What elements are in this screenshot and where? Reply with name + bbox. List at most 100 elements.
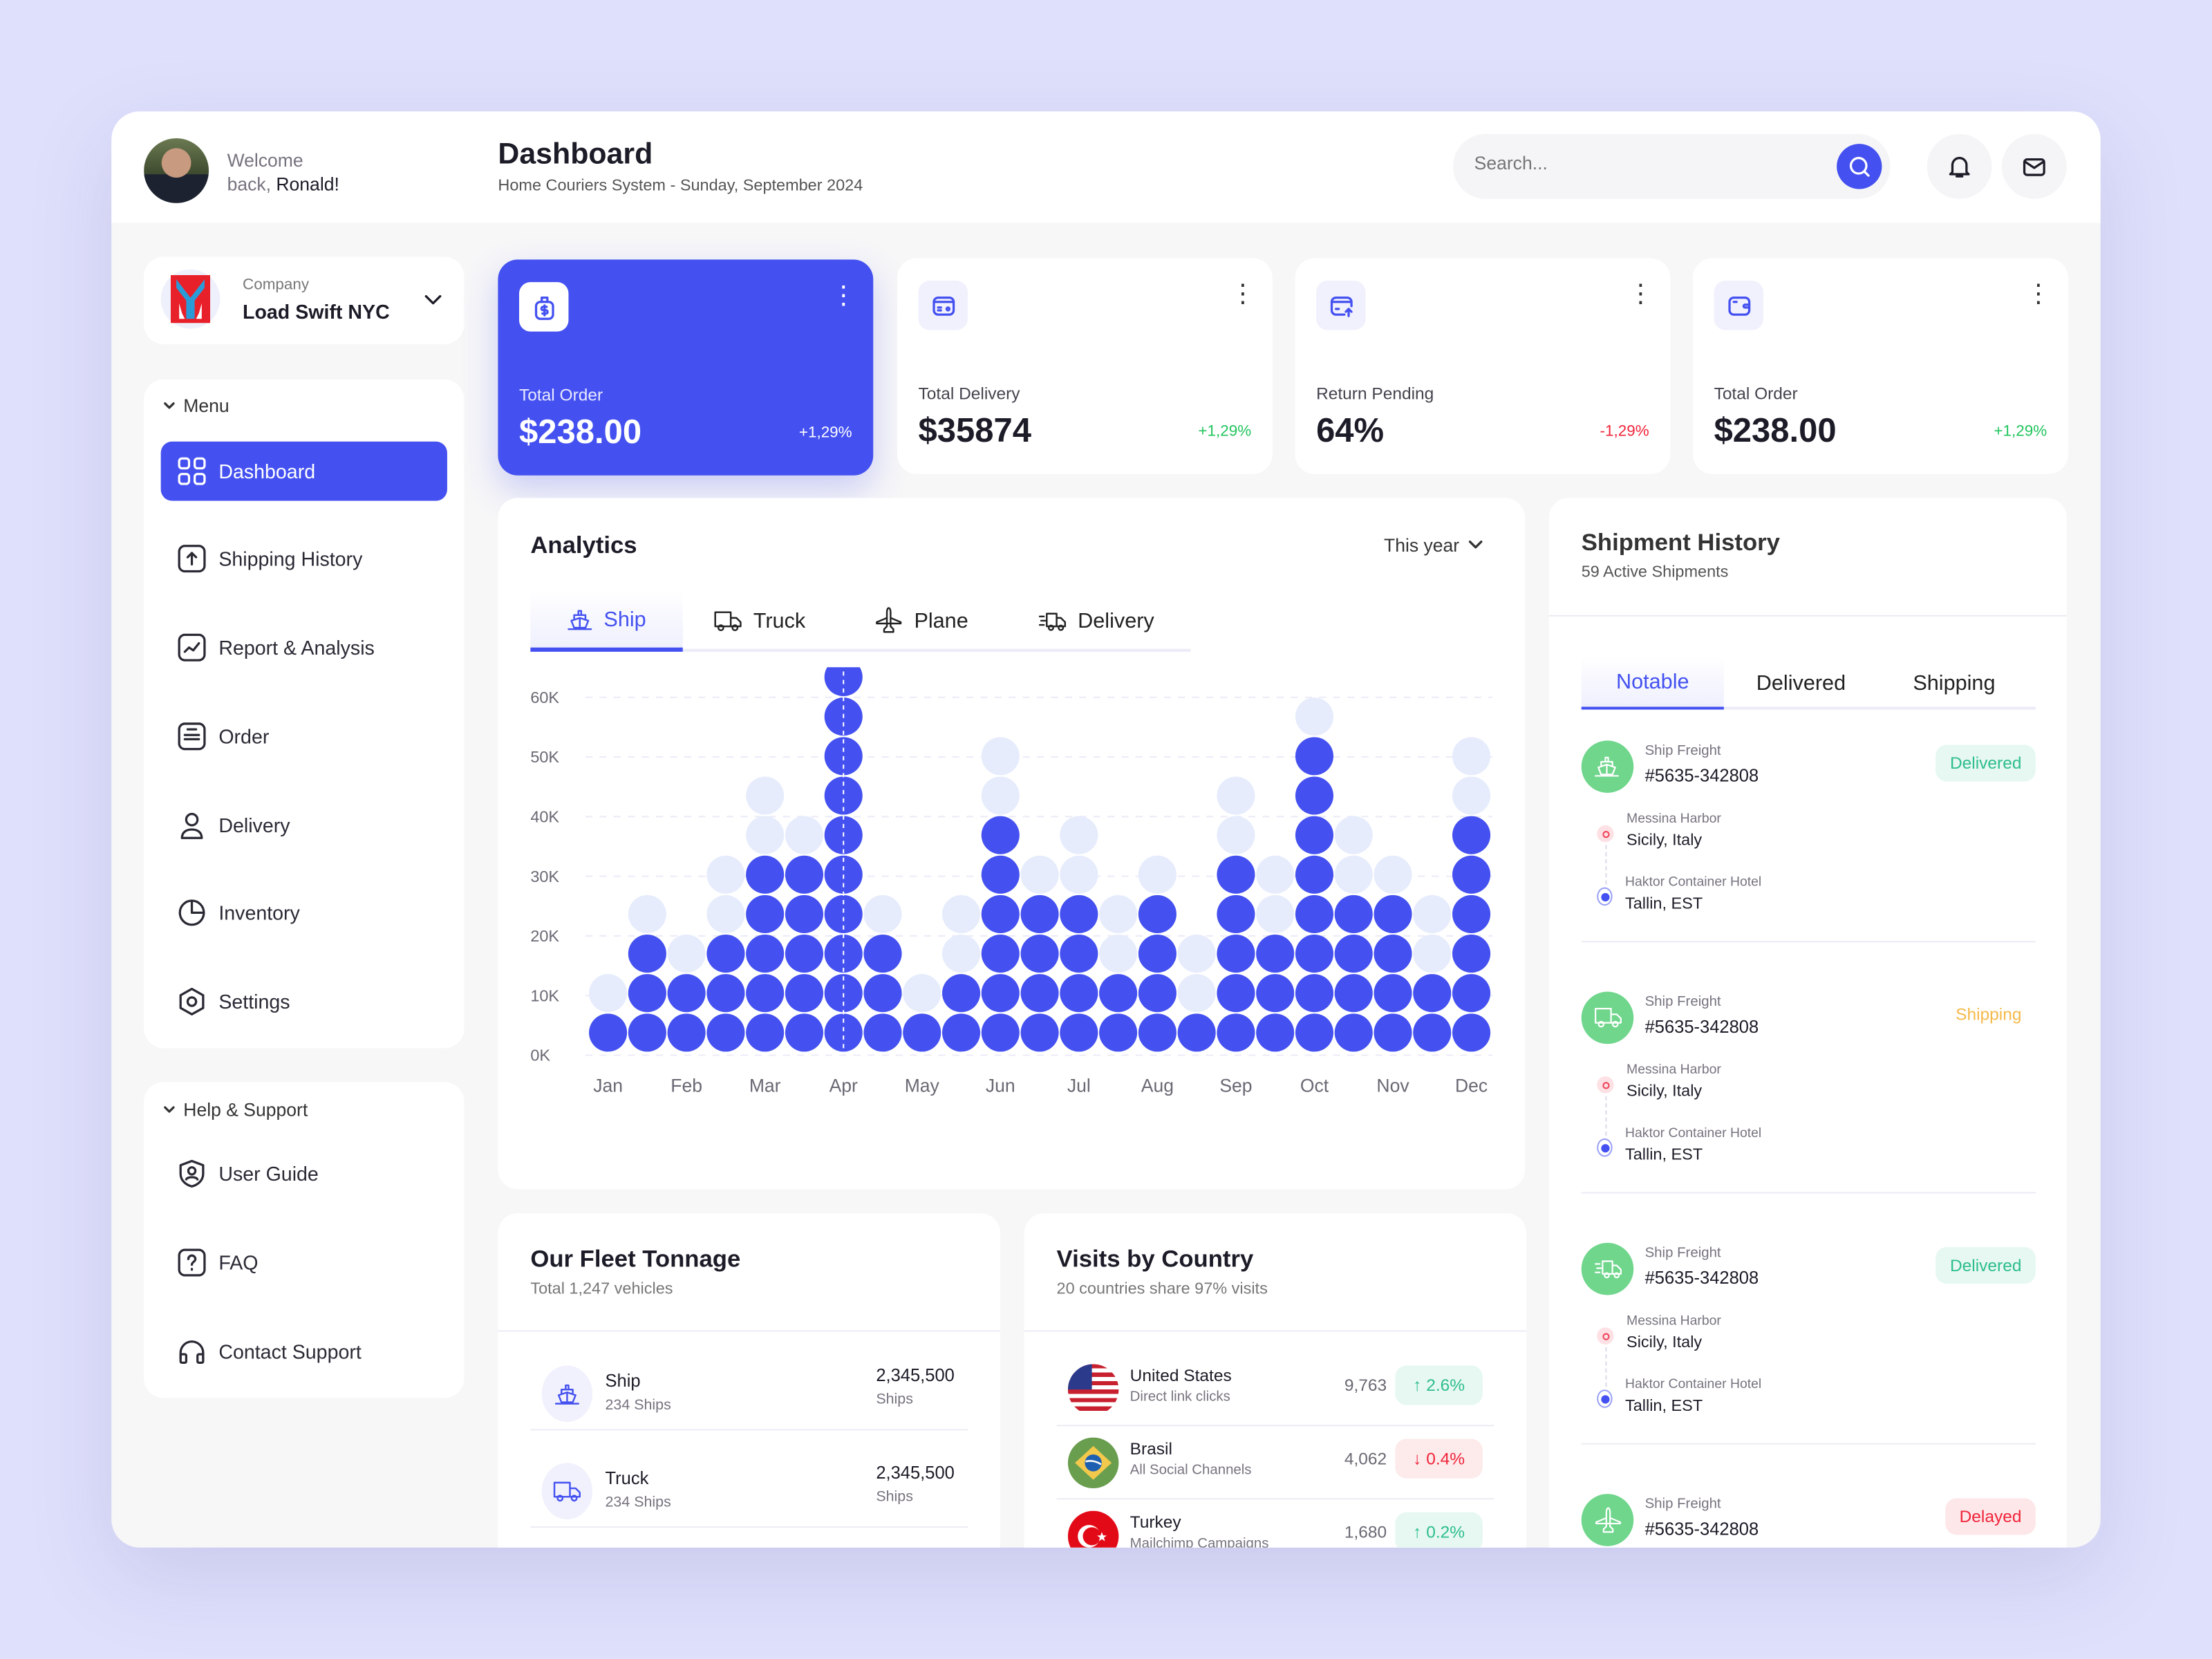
value-dot xyxy=(1060,974,1098,1013)
sidebar-item-dashboard[interactable]: Dashboard xyxy=(160,441,447,501)
sidebar-item-contact-support[interactable]: Contact Support xyxy=(161,1322,447,1381)
sidebar-item-order[interactable]: Order xyxy=(161,706,447,766)
search-bar[interactable] xyxy=(1453,133,1891,199)
tab-shipping[interactable]: Shipping xyxy=(1913,671,1996,695)
menu-section-toggle[interactable]: Menu xyxy=(164,395,229,416)
company-name: Load Swift NYC xyxy=(243,300,390,324)
shipment-item[interactable]: Ship Freight #5635-342808 Delivered Mess… xyxy=(1581,740,2036,980)
value-dot xyxy=(1138,974,1177,1013)
stat-card-total-order-2[interactable]: ⋮ Total Order $238.00 +1,29% xyxy=(1692,258,2068,474)
notifications-button[interactable] xyxy=(1927,133,1992,199)
more-options-icon[interactable]: ⋮ xyxy=(1628,279,1653,308)
x-tick-label: Jul xyxy=(1067,1076,1091,1096)
shipment-subtitle: 59 Active Shipments xyxy=(1581,564,1729,581)
tab-truck[interactable]: Truck xyxy=(714,591,805,650)
change-badge: ↓ 0.4% xyxy=(1395,1438,1483,1479)
messages-button[interactable] xyxy=(2001,133,2067,199)
country-row-united-states[interactable]: United States Direct link clicks 9,763 ↑… xyxy=(1057,1358,1494,1421)
value-dot xyxy=(1334,894,1373,933)
value-dot xyxy=(746,974,785,1013)
tab-delivery[interactable]: Delivery xyxy=(1038,591,1154,650)
delivery-truck-icon xyxy=(1581,1242,1634,1295)
x-tick-label: Dec xyxy=(1455,1076,1488,1096)
change-value: 2.6% xyxy=(1426,1375,1465,1396)
stat-change: +1,29% xyxy=(1994,423,2047,440)
shipment-item[interactable]: Ship Freight #5635-342808 Shipping Messi… xyxy=(1581,991,2036,1232)
value-dot xyxy=(824,737,863,776)
target-dot xyxy=(1217,816,1255,854)
divider xyxy=(1581,1192,2036,1194)
company-selector[interactable]: Company Load Swift NYC xyxy=(144,256,465,344)
more-options-icon[interactable]: ⋮ xyxy=(2025,279,2052,308)
sidebar-item-inventory[interactable]: Inventory xyxy=(161,883,447,943)
more-options-icon[interactable]: ⋮ xyxy=(1230,279,1256,308)
fleet-count: 234 Ships xyxy=(605,1494,671,1511)
sidebar-item-label: Contact Support xyxy=(218,1340,362,1363)
country-row-brasil[interactable]: Brasil All Social Channels 4,062 ↓ 0.4% xyxy=(1057,1432,1494,1494)
sidebar-item-label: Order xyxy=(218,724,270,748)
analytics-dot-chart: 0K10K20K30K40K50K60K70KJanFebMarAprMayJu… xyxy=(530,667,1493,1096)
tab-delivered[interactable]: Delivered xyxy=(1756,671,1846,695)
value-dot xyxy=(1295,974,1334,1013)
sidebar-item-faq[interactable]: FAQ xyxy=(161,1233,447,1293)
value-dot xyxy=(628,935,666,973)
sidebar-item-delivery[interactable]: Delivery xyxy=(161,796,447,855)
stat-card-total-delivery[interactable]: ⋮ Total Delivery $35874 +1,29% xyxy=(897,258,1273,474)
x-tick-label: Apr xyxy=(830,1076,858,1096)
value-dot xyxy=(824,894,863,933)
target-dot xyxy=(667,935,706,973)
divider xyxy=(1581,941,2036,943)
sidebar-item-label: Settings xyxy=(218,990,290,1013)
fleet-row-ship[interactable]: Ship 234 Ships 2,345,500 Ships xyxy=(530,1360,968,1430)
sidebar-item-user-guide[interactable]: User Guide xyxy=(161,1144,447,1203)
fleet-name: Ship xyxy=(605,1371,641,1391)
help-support-menu: Help & Support User Guide FAQ Contact Su… xyxy=(144,1082,465,1398)
search-button[interactable] xyxy=(1837,144,1882,189)
fleet-title: Our Fleet Tonnage xyxy=(530,1246,741,1273)
sidebar-item-report-analysis[interactable]: Report & Analysis xyxy=(161,618,447,677)
value-dot xyxy=(1217,894,1255,933)
y-tick-label: 40K xyxy=(530,807,559,825)
origin-pin-icon xyxy=(1597,1076,1614,1094)
value-dot xyxy=(785,974,823,1013)
chevron-down-icon[interactable] xyxy=(423,293,443,307)
tab-notable[interactable]: Notable xyxy=(1581,655,1724,710)
x-tick-label: Mar xyxy=(749,1076,781,1096)
sidebar-item-label: Report & Analysis xyxy=(218,636,375,659)
origin-place: Messina Harbor xyxy=(1627,1313,1721,1329)
sidebar-item-shipping-history[interactable]: Shipping History xyxy=(161,529,447,588)
stat-label: Total Order xyxy=(519,385,603,405)
shipment-type: Ship Freight xyxy=(1644,743,1721,759)
stat-card-total-order[interactable]: ⋮ Total Order $238.00 +1,29% xyxy=(498,259,874,476)
tab-plane[interactable]: Plane xyxy=(874,591,968,650)
fleet-name: Truck xyxy=(605,1468,649,1489)
stat-value: 64% xyxy=(1316,411,1385,451)
stat-value: $35874 xyxy=(918,411,1032,451)
help-section-toggle[interactable]: Help & Support xyxy=(164,1099,308,1120)
shipment-item[interactable]: Ship Freight #5635-342808 Delivered Mess… xyxy=(1581,1242,2036,1483)
stat-card-return-pending[interactable]: ⋮ Return Pending 64% -1,29% xyxy=(1295,258,1671,474)
app-window: Welcome back, Ronald! Dashboard Home Cou… xyxy=(111,111,2101,1548)
sidebar-item-label: User Guide xyxy=(218,1162,319,1185)
search-input[interactable] xyxy=(1474,152,1799,174)
sidebar-item-label: FAQ xyxy=(218,1251,259,1274)
avatar[interactable] xyxy=(144,138,209,203)
fleet-row-truck[interactable]: Truck 234 Ships 2,345,500 Ships xyxy=(530,1457,968,1528)
value-dot xyxy=(1217,1013,1255,1052)
upload-box-icon xyxy=(178,545,206,573)
settings-icon xyxy=(179,987,205,1015)
change-value: 0.2% xyxy=(1426,1522,1465,1542)
value-dot xyxy=(746,935,785,973)
wallet-icon xyxy=(918,281,968,330)
period-dropdown[interactable]: This year xyxy=(1384,534,1483,556)
y-tick-label: 60K xyxy=(530,688,559,706)
value-dot xyxy=(746,894,785,933)
shipment-item[interactable]: Ship Freight #5635-342808 Delayed xyxy=(1581,1494,2036,1548)
more-options-icon[interactable]: ⋮ xyxy=(831,281,856,309)
sidebar-item-label: Shipping History xyxy=(218,547,363,570)
tab-ship[interactable]: Ship xyxy=(530,591,683,652)
value-dot xyxy=(1295,737,1334,776)
sidebar-menu: Menu Dashboard Shipping History Report &… xyxy=(144,379,465,1049)
sidebar-item-settings[interactable]: Settings xyxy=(161,972,447,1031)
country-row-turkey[interactable]: Turkey Mailchimp Campaigns 1,680 ↑ 0.2% xyxy=(1057,1506,1494,1548)
